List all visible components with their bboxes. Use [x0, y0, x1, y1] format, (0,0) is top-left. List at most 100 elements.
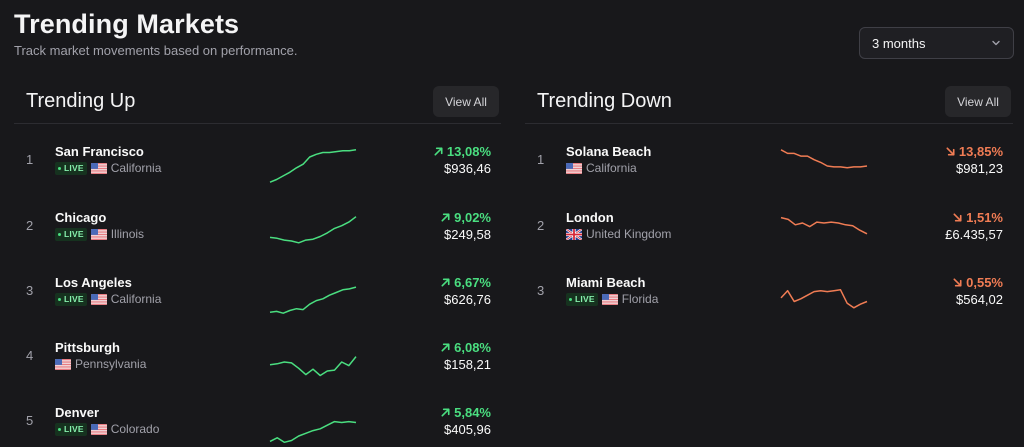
region-name: Illinois: [110, 227, 145, 241]
trending-up-title: Trending Up: [26, 90, 136, 112]
market-row[interactable]: 3 Miami Beach LIVE Florida 0,55% $564,02: [525, 265, 1013, 315]
rank-number: 2: [26, 218, 34, 233]
trending-down-panel: Trending Down View All 1 Solana Beach Cali…: [525, 80, 1013, 309]
page-header: Trending Markets Track market movements …: [14, 8, 297, 58]
flag-us-icon: [90, 293, 107, 305]
live-label: LIVE: [64, 294, 84, 304]
rank-number: 1: [537, 152, 545, 167]
flag-us-icon: [566, 162, 582, 174]
period-select[interactable]: 3 months: [859, 27, 1014, 59]
flag-us-icon: [601, 293, 618, 305]
sparkline: [269, 216, 357, 244]
live-label: LIVE: [64, 229, 84, 239]
arrow-down-right-icon: [953, 213, 962, 222]
change-value: 9,02%: [454, 210, 491, 225]
live-badge: LIVE: [55, 227, 87, 241]
sparkline: [269, 149, 357, 183]
change-value: 6,67%: [454, 275, 491, 290]
sparkline: [780, 149, 868, 169]
live-label: LIVE: [64, 163, 84, 173]
live-badge: LIVE: [55, 292, 87, 306]
rank-number: 5: [26, 413, 34, 428]
city-name: Denver: [55, 405, 100, 420]
sparkline-chart: [269, 216, 357, 244]
arrow-down-right-icon: [953, 278, 962, 287]
live-label: LIVE: [575, 294, 595, 304]
price-value: $626,76: [444, 292, 491, 307]
view-all-button[interactable]: View All: [433, 86, 499, 117]
market-row[interactable]: 1 San Francisco LIVE California 13,08% $936,4…: [14, 134, 501, 184]
flag-us-icon: [55, 358, 71, 370]
sparkline: [269, 356, 357, 377]
region-name: California: [586, 161, 637, 175]
flag-us-icon: [90, 162, 107, 174]
sparkline: [780, 216, 868, 235]
market-meta: United Kingdom: [566, 227, 671, 241]
price-value: $249,58: [444, 227, 491, 242]
change-percent: 0,55%: [952, 275, 1003, 290]
region-name: Florida: [621, 292, 659, 306]
arrow-up-right-icon: [441, 213, 450, 222]
change-percent: 6,08%: [440, 340, 491, 355]
period-select-value: 3 months: [872, 35, 926, 51]
market-meta: Pennsylvania: [55, 357, 146, 371]
market-row[interactable]: 1 Solana Beach California 13,85% $981,23: [525, 134, 1013, 184]
region-name: California: [110, 292, 162, 306]
city-name: San Francisco: [55, 144, 144, 159]
market-meta: LIVE Colorado: [55, 422, 159, 436]
market-meta: LIVE Florida: [566, 292, 658, 306]
arrow-up-right-icon: [441, 343, 450, 352]
market-row[interactable]: 4 Pittsburgh Pennsylvania 6,08% $158,21: [14, 330, 501, 380]
price-value: $936,46: [444, 161, 491, 176]
trending-down-title: Trending Down: [537, 90, 672, 112]
market-meta: California: [566, 161, 637, 175]
live-badge: LIVE: [55, 422, 87, 436]
flag-us-icon: [90, 228, 107, 240]
sparkline-chart: [780, 289, 868, 309]
change-percent: 5,84%: [440, 405, 491, 420]
market-meta: LIVE California: [55, 292, 161, 306]
sparkline: [269, 420, 357, 444]
live-dot-icon: [58, 232, 61, 236]
market-row[interactable]: 3 Los Angeles LIVE California 6,67% $626,76: [14, 265, 501, 315]
arrow-up-right-icon: [441, 408, 450, 417]
price-value: $405,96: [444, 422, 491, 437]
live-badge: LIVE: [566, 292, 598, 306]
price-value: $981,23: [956, 161, 1003, 176]
rank-number: 2: [537, 218, 545, 233]
page-title: Trending Markets: [14, 9, 240, 39]
flag-uk-icon: [566, 228, 582, 240]
change-value: 5,84%: [454, 405, 491, 420]
change-percent: 6,67%: [440, 275, 491, 290]
sparkline: [780, 289, 868, 309]
page-subtitle: Track market movements based on performa…: [14, 43, 298, 58]
region-name: Colorado: [110, 422, 160, 436]
view-all-button[interactable]: View All: [945, 86, 1011, 117]
market-row[interactable]: 5 Denver LIVE Colorado 5,84% $405,96: [14, 395, 501, 445]
sparkline: [269, 286, 357, 314]
market-row[interactable]: 2 Chicago LIVE Illinois 9,02% $249,58: [14, 200, 501, 250]
rank-number: 3: [26, 283, 34, 298]
live-dot-icon: [58, 166, 61, 170]
price-value: $564,02: [956, 292, 1003, 307]
sparkline-chart: [269, 356, 357, 377]
market-meta: LIVE Illinois: [55, 227, 144, 241]
change-value: 13,08%: [446, 144, 491, 159]
live-dot-icon: [569, 297, 572, 301]
live-label: LIVE: [64, 424, 84, 434]
change-percent: 13,85%: [945, 144, 1003, 159]
region-name: Pennsylvania: [75, 357, 147, 371]
city-name: Los Angeles: [55, 275, 132, 290]
change-percent: 9,02%: [440, 210, 491, 225]
flag-us-icon: [90, 423, 107, 435]
city-name: London: [566, 210, 614, 225]
price-value: £6.435,57: [945, 227, 1003, 242]
change-value: 13,85%: [958, 144, 1003, 159]
market-meta: LIVE California: [55, 161, 161, 175]
city-name: Pittsburgh: [55, 340, 120, 355]
region-name: United Kingdom: [586, 227, 672, 241]
change-value: 0,55%: [966, 275, 1003, 290]
sparkline-chart: [269, 420, 357, 444]
change-percent: 1,51%: [952, 210, 1003, 225]
market-row[interactable]: 2 London United Kingdom 1,51% £6.435,57: [525, 200, 1013, 250]
